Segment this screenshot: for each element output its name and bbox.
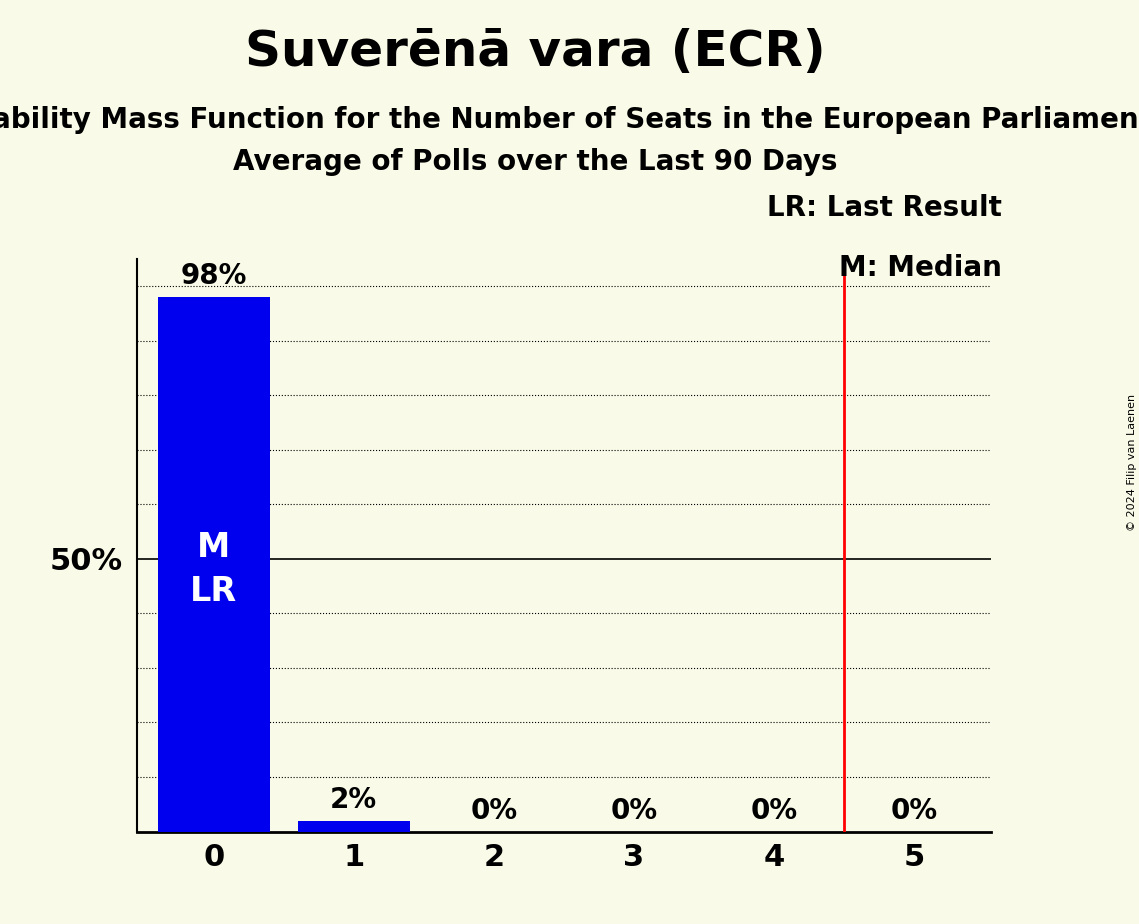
Bar [297,821,410,832]
Text: 0%: 0% [470,797,517,825]
Text: LR: Last Result: LR: Last Result [768,194,1002,222]
Text: 2%: 2% [330,786,377,814]
Text: 98%: 98% [180,262,247,290]
Text: M: Median: M: Median [839,254,1002,282]
Text: 0%: 0% [751,797,797,825]
Text: Average of Polls over the Last 90 Days: Average of Polls over the Last 90 Days [233,148,837,176]
Text: LR: LR [190,575,237,608]
Text: Probability Mass Function for the Number of Seats in the European Parliament: Probability Mass Function for the Number… [0,106,1139,134]
Bar [157,297,270,832]
Text: © 2024 Filip van Laenen: © 2024 Filip van Laenen [1126,394,1137,530]
Text: Suverēnā vara (ECR): Suverēnā vara (ECR) [245,28,826,76]
Text: M: M [197,531,230,565]
Text: 0%: 0% [611,797,657,825]
Text: 0%: 0% [891,797,937,825]
